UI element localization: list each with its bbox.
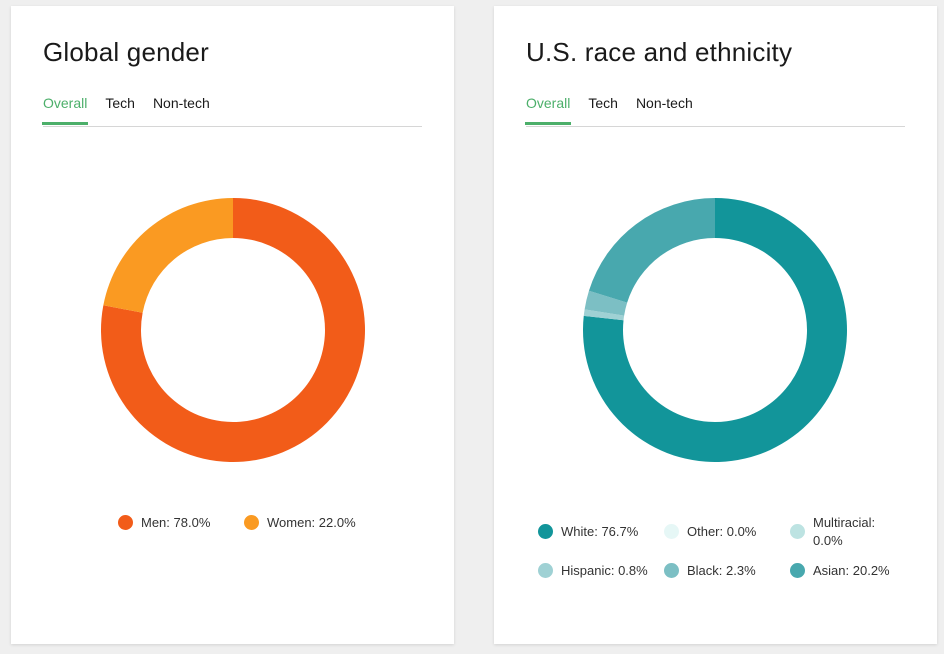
- legend-label-men: Men: 78.0%: [141, 515, 211, 530]
- legend-label-white: White: 76.7%: [561, 524, 639, 539]
- legend-dot-men: [118, 515, 133, 530]
- race-slice-white: [583, 198, 847, 462]
- legend-dot-asian: [790, 563, 805, 578]
- race-tab-non-tech[interactable]: Non-tech: [635, 95, 693, 111]
- gender-tab-overall[interactable]: Overall: [41, 92, 89, 125]
- legend-label-hispanic: Hispanic: 0.8%: [561, 563, 648, 578]
- gender-tabs: Overall Tech Non-tech: [41, 92, 422, 127]
- gender-card: Global gender Overall Tech Non-tech Men:…: [11, 6, 454, 644]
- legend-label-women: Women: 22.0%: [267, 515, 356, 530]
- race-slice-asian: [588, 198, 715, 303]
- legend-dot-black: [664, 563, 679, 578]
- race-slice-black: [584, 290, 628, 316]
- legend-dot-white: [538, 524, 553, 539]
- race-card: U.S. race and ethnicity Overall Tech Non…: [494, 6, 937, 644]
- legend-label-other: Other: 0.0%: [687, 524, 757, 539]
- race-tab-overall[interactable]: Overall: [524, 92, 572, 125]
- legend-dot-women: [244, 515, 259, 530]
- legend-label-black: Black: 2.3%: [687, 563, 756, 578]
- race-tabs: Overall Tech Non-tech: [524, 92, 905, 127]
- gender-chart-title: Global gender: [43, 37, 209, 67]
- legend-dot-multiracial: [790, 524, 805, 539]
- legend-dot-other: [664, 524, 679, 539]
- legend-label-multiracial: Multiracial: 0.0%: [813, 515, 876, 548]
- gender-tab-tech[interactable]: Tech: [105, 95, 135, 111]
- race-chart-title: U.S. race and ethnicity: [526, 37, 793, 67]
- gender-slice-men: [101, 198, 365, 462]
- race-slice-hispanic: [583, 309, 625, 321]
- gender-slice-women: [103, 198, 234, 313]
- gender-donut-chart: [101, 198, 365, 462]
- gender-tab-non-tech[interactable]: Non-tech: [152, 95, 210, 111]
- legend-dot-hispanic: [538, 563, 553, 578]
- race-tab-tech[interactable]: Tech: [588, 95, 618, 111]
- legend-label-asian: Asian: 20.2%: [813, 563, 890, 578]
- race-donut-chart: [583, 198, 847, 462]
